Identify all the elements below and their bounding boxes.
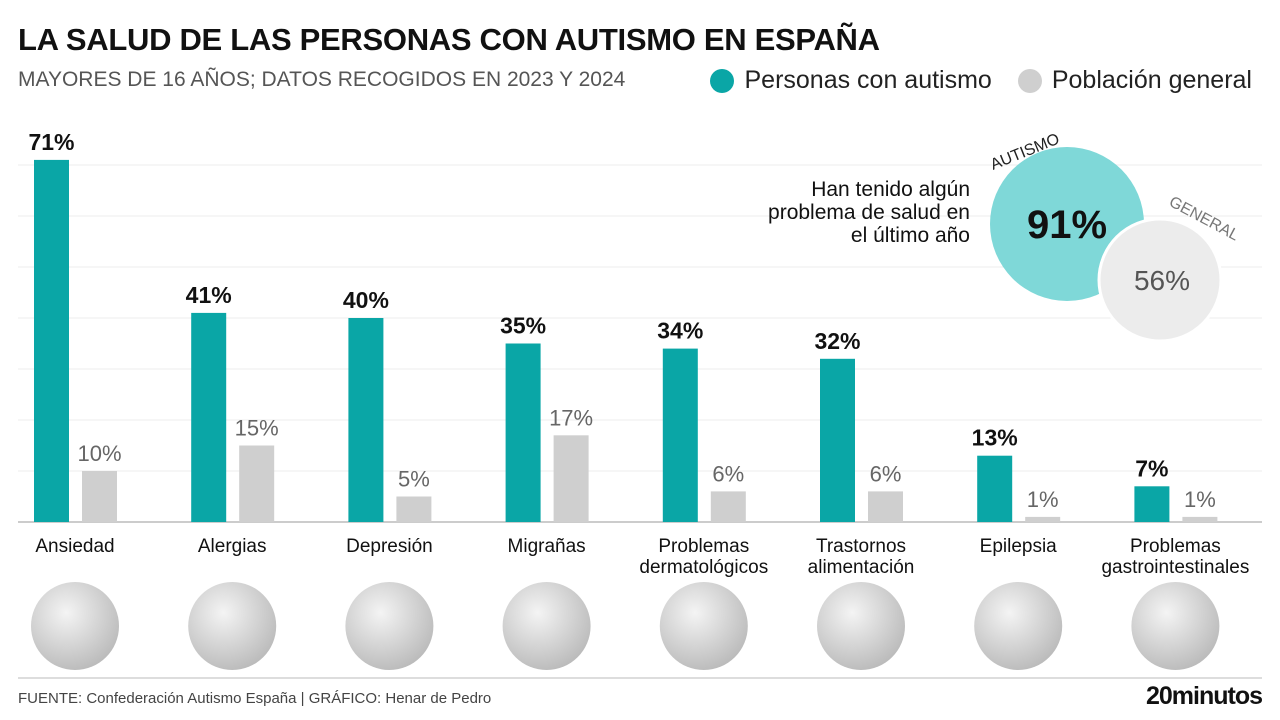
data-label-general: 15% (235, 416, 279, 441)
source-credit: FUENTE: Confederación Autismo España | G… (18, 690, 492, 707)
brain-icon (974, 582, 1063, 670)
category-label: Alergias (198, 536, 267, 557)
category-label: alimentación (808, 557, 915, 578)
bar-general (710, 491, 746, 522)
person-covering-face-icon (31, 582, 119, 670)
bar-general (868, 491, 903, 522)
person-sneezing-icon (502, 582, 591, 670)
empty-plate-cutlery-icon (817, 582, 905, 670)
data-label-autismo: 34% (657, 318, 703, 344)
bar-autismo (348, 318, 384, 522)
legend-item-autismo: Personas con autismo (710, 66, 992, 95)
legend-swatch-autismo (710, 68, 735, 93)
data-label-general: 6% (712, 461, 744, 486)
bar-autismo (191, 312, 227, 522)
data-label-autismo: 32% (814, 328, 860, 354)
bar-general (396, 496, 432, 522)
bar-autismo (977, 455, 1013, 522)
autismo-value: 91% (1027, 203, 1107, 247)
bar-autismo (505, 343, 541, 522)
category-label: Problemas (1130, 536, 1221, 557)
chart-title: LA SALUD DE LAS PERSONAS CON AUTISMO EN … (18, 22, 880, 57)
data-label-general: 6% (870, 461, 902, 486)
category-label: Trastornos (816, 536, 906, 557)
data-label-autismo: 35% (500, 313, 546, 339)
sad-face-icon (345, 582, 434, 670)
bar-general (553, 435, 589, 522)
data-label-autismo: 71% (28, 129, 74, 155)
data-label-autismo: 40% (343, 287, 389, 313)
data-label-general: 1% (1184, 487, 1216, 512)
data-label-general: 10% (77, 441, 121, 466)
category-label: dermatológicos (639, 557, 768, 578)
bar-general (1025, 516, 1061, 522)
data-label-autismo: 41% (186, 282, 232, 308)
category-label: Ansiedad (35, 536, 114, 557)
bar-general (239, 445, 275, 522)
category-label: Problemas (658, 536, 749, 557)
category-label: gastrointestinales (1101, 557, 1249, 578)
category-label: Epilepsia (980, 536, 1058, 557)
legend: Personas con autismo Población general (710, 66, 1252, 95)
data-label-autismo: 13% (972, 425, 1018, 451)
bar-general (82, 471, 117, 522)
general-value: 56% (1134, 265, 1190, 296)
chart-subtitle: MAYORES DE 16 AÑOS; DATOS RECOGIDOS EN 2… (18, 68, 626, 91)
legend-item-general: Población general (1017, 66, 1252, 95)
data-label-autismo: 7% (1135, 455, 1168, 481)
data-label-general: 17% (549, 405, 593, 430)
dandelion-icon (188, 582, 277, 670)
brand-logo: 20minutos (1145, 682, 1263, 710)
bar-autismo (34, 159, 69, 522)
inset-text: Han tenido algún problema de salud en el… (768, 178, 970, 247)
footer-divider (18, 677, 1262, 679)
hands-on-stomach-icon (1131, 582, 1220, 670)
legend-label: Población general (1051, 66, 1252, 94)
category-label: Depresión (346, 536, 433, 557)
data-label-general: 1% (1027, 487, 1059, 512)
general-circle (1097, 217, 1223, 343)
category-label: Migrañas (508, 536, 586, 557)
bar-autismo (820, 358, 855, 522)
bar-general (1182, 516, 1218, 522)
legend-swatch-general (1017, 68, 1042, 93)
bar-autismo (662, 348, 698, 522)
data-label-general: 5% (398, 467, 430, 492)
skin-texture-icon (659, 582, 748, 670)
legend-label: Personas con autismo (744, 66, 992, 94)
bar-autismo (1134, 486, 1170, 522)
